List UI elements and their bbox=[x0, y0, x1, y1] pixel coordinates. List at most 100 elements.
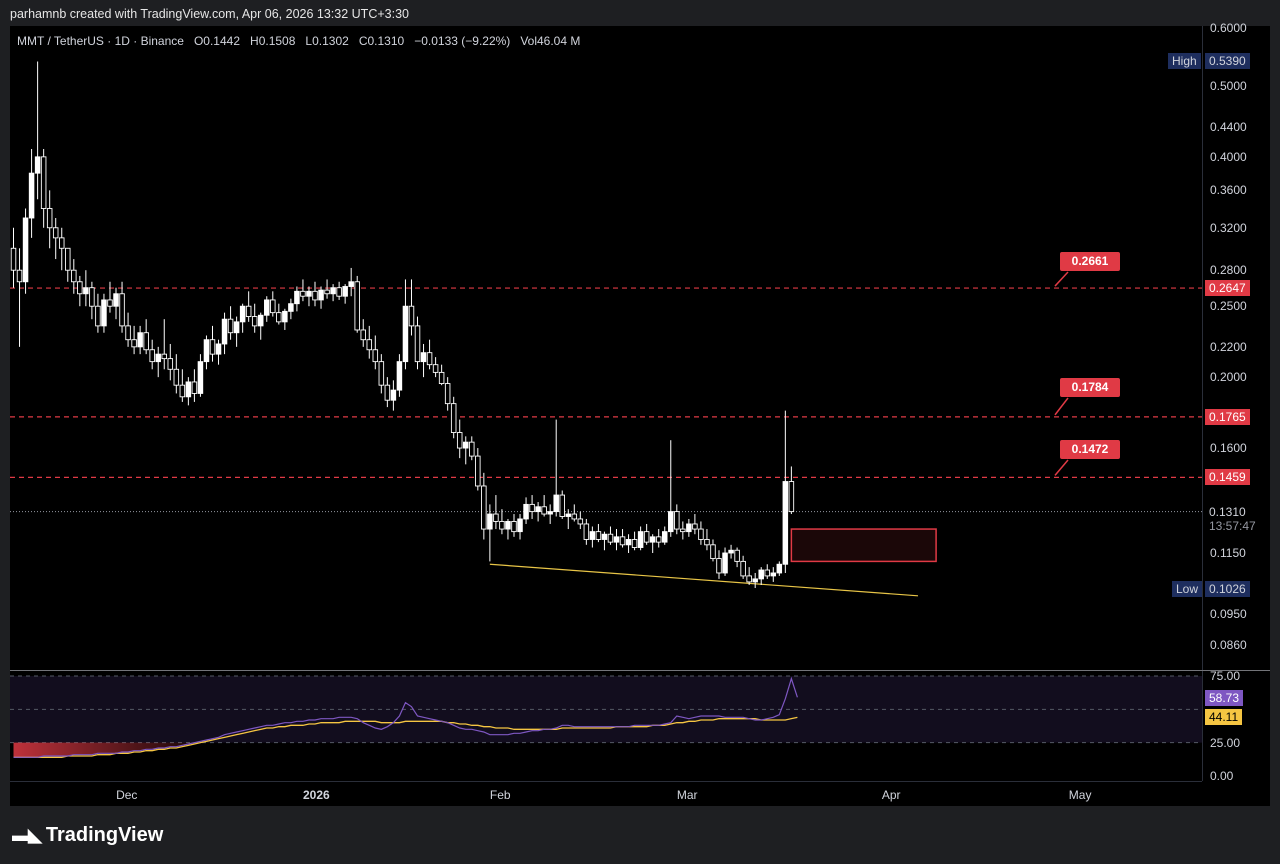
price-callout-label[interactable]: 0.1784 bbox=[1060, 378, 1120, 397]
candle-up bbox=[686, 523, 692, 533]
demand-zone-box bbox=[790, 528, 937, 563]
price-callout-label[interactable]: 0.1472 bbox=[1060, 440, 1120, 459]
candle-up bbox=[83, 287, 89, 295]
time-tick-label: May bbox=[1068, 788, 1092, 802]
candle-down bbox=[360, 329, 366, 341]
candle-down bbox=[95, 305, 101, 327]
candle-up bbox=[770, 572, 777, 577]
symbol-label[interactable]: MMT / TetherUS · 1D · Binance bbox=[17, 34, 184, 48]
candle-down bbox=[414, 325, 421, 363]
candle-down bbox=[764, 569, 771, 577]
candle-down bbox=[179, 384, 186, 398]
candle-down bbox=[643, 531, 650, 543]
candle-up bbox=[752, 578, 758, 583]
candle-up bbox=[402, 305, 409, 363]
candle-down bbox=[125, 325, 131, 341]
candle-up bbox=[113, 293, 119, 307]
candle-up bbox=[661, 531, 668, 543]
candle-down bbox=[161, 353, 167, 360]
candle-down bbox=[499, 521, 505, 530]
high-tag: High bbox=[1168, 53, 1201, 69]
candle-down bbox=[734, 549, 740, 562]
candle-up bbox=[257, 314, 264, 327]
candle-down bbox=[456, 432, 463, 449]
pane-separator[interactable] bbox=[10, 670, 1270, 671]
candle-down bbox=[71, 269, 77, 283]
candle-down bbox=[475, 455, 481, 487]
candle-up bbox=[758, 569, 764, 580]
candle-down bbox=[631, 539, 638, 548]
candle-up bbox=[565, 513, 572, 517]
candle-down bbox=[366, 339, 373, 351]
candle-down bbox=[149, 349, 155, 363]
candle-up bbox=[517, 518, 523, 533]
time-axis[interactable]: Dec 2026 Feb Mar Apr May bbox=[10, 781, 1202, 807]
candle-up bbox=[782, 481, 789, 565]
level-price-badge: 0.1459 bbox=[1205, 469, 1250, 486]
price-axis[interactable]: 0.6000 0.5000 0.4400 0.4000 0.3600 0.3200 0.28… bbox=[1202, 21, 1271, 670]
price-callout-label[interactable]: 0.2661 bbox=[1060, 252, 1120, 271]
time-tick-label: 2026 bbox=[303, 788, 330, 802]
candle-up bbox=[463, 441, 469, 449]
candle-up bbox=[264, 299, 270, 316]
callout-pointer bbox=[1054, 397, 1069, 416]
last-price-badge: 0.1310 bbox=[1205, 503, 1250, 520]
candle-up bbox=[728, 549, 734, 554]
candle-up bbox=[722, 552, 728, 574]
price-tick-label: 0.2500 bbox=[1210, 299, 1247, 314]
level-price-badge: 0.2647 bbox=[1205, 280, 1250, 297]
candle-down bbox=[16, 269, 23, 283]
candle-down bbox=[788, 481, 795, 513]
candle-down bbox=[426, 352, 433, 366]
candle-up bbox=[294, 290, 300, 305]
candle-down bbox=[529, 503, 535, 513]
candle-down bbox=[89, 287, 95, 307]
candle-up bbox=[318, 289, 324, 301]
candle-down bbox=[336, 287, 342, 297]
high-value: H0.1508 bbox=[250, 34, 296, 48]
candle-up bbox=[34, 156, 41, 174]
candle-down bbox=[432, 364, 439, 373]
ohlc-legend: MMT / TetherUS · 1D · Binance O0.1442 H0… bbox=[17, 34, 580, 48]
candle-down bbox=[746, 575, 752, 583]
price-tick-label: 0.6000 bbox=[1210, 21, 1247, 35]
candle-up bbox=[342, 286, 348, 297]
candle-up bbox=[547, 511, 553, 515]
candle-down bbox=[65, 247, 71, 271]
candle-down bbox=[209, 339, 216, 355]
candle-up bbox=[203, 339, 210, 363]
candle-down bbox=[46, 208, 53, 229]
candle-down bbox=[680, 528, 686, 533]
candle-down bbox=[131, 339, 137, 348]
high-value-badge: 0.5390 bbox=[1205, 53, 1250, 69]
low-tag: Low bbox=[1172, 581, 1203, 597]
low-value-badge: 0.1026 bbox=[1205, 581, 1250, 597]
rsi-axis[interactable]: 75.00 25.00 0.00 58.73 44.11 bbox=[1202, 669, 1271, 783]
candle-down bbox=[378, 361, 385, 386]
rsi-line bbox=[13, 676, 798, 758]
volume-value: Vol46.04 M bbox=[520, 34, 581, 48]
time-tick-label: Mar bbox=[676, 788, 698, 802]
candle-down bbox=[173, 368, 180, 386]
rsi-tick-label: 0.00 bbox=[1210, 769, 1234, 783]
candle-up bbox=[390, 389, 397, 401]
candle-down bbox=[40, 156, 47, 209]
tradingview-logo[interactable]: ▬◣ TradingView bbox=[12, 824, 163, 847]
candle-down bbox=[52, 227, 59, 239]
price-tick-label: 0.5000 bbox=[1210, 78, 1247, 93]
candle-up bbox=[137, 332, 143, 348]
candle-up bbox=[601, 533, 608, 540]
candle-down bbox=[469, 441, 475, 457]
candle-up bbox=[215, 343, 222, 355]
candle-down bbox=[740, 560, 746, 577]
price-tick-label: 0.3600 bbox=[1210, 183, 1247, 198]
tradingview-logo-icon: ▬◣ bbox=[12, 825, 42, 845]
support-trendline bbox=[489, 563, 919, 597]
candle-down bbox=[571, 513, 578, 520]
candle-down bbox=[300, 290, 306, 297]
candle-down bbox=[77, 281, 83, 295]
candle-down bbox=[481, 485, 487, 530]
attribution-text: parhamnb created with TradingView.com, A… bbox=[10, 7, 409, 21]
candle-up bbox=[776, 563, 783, 574]
